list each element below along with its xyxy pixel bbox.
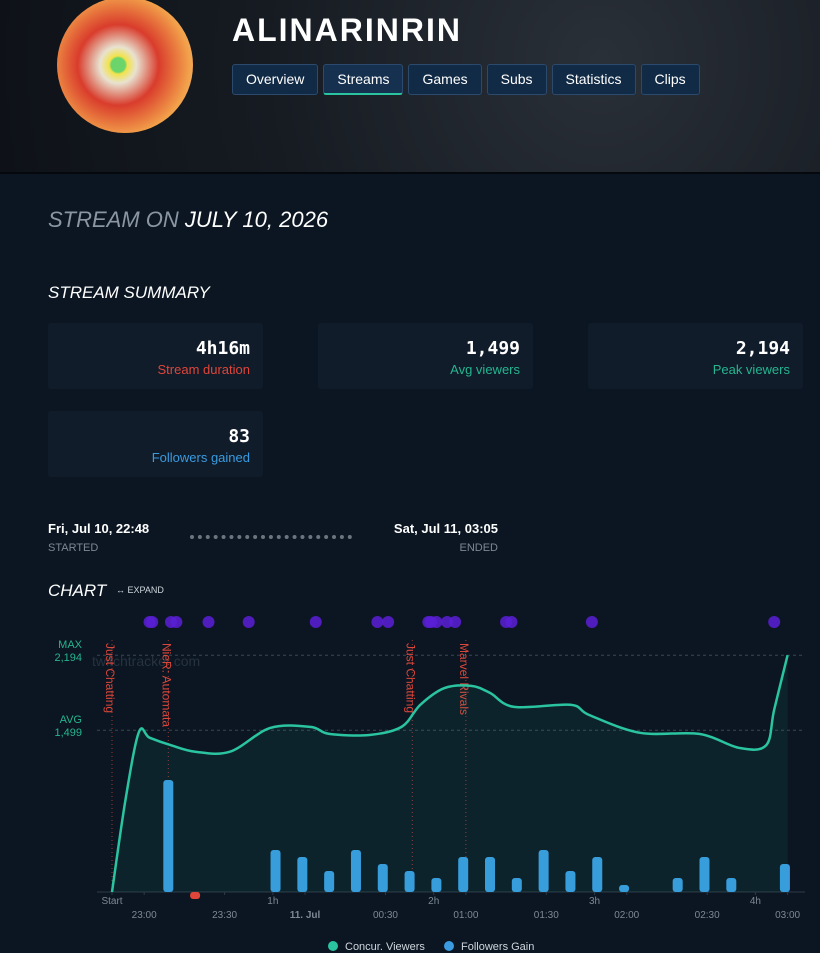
followers-bar [270, 850, 281, 892]
legend-swatch [328, 941, 338, 951]
followers-bar [377, 864, 388, 892]
card-label: Peak viewers [712, 362, 790, 377]
summary-card: 83 Followers gained [48, 411, 263, 477]
followers-bar [458, 857, 469, 892]
followers-bar [619, 885, 630, 892]
x-tick-label: 00:30 [373, 910, 398, 921]
event-dot [585, 616, 598, 628]
event-dot [505, 616, 518, 628]
game-label: Just Chatting [403, 643, 417, 713]
game-label: NieR: Automata [160, 643, 174, 727]
nav-tab[interactable]: Clips [640, 64, 700, 95]
x-tick-label: 03:00 [775, 910, 800, 921]
event-dot [382, 616, 395, 628]
followers-bar [485, 857, 496, 892]
reference-value: 1,499 [54, 727, 82, 739]
card-label: Avg viewers [450, 362, 520, 377]
viewers-area [112, 655, 788, 892]
end-time: Sat, Jul 11, 03:05 [393, 521, 498, 536]
followers-bar [538, 850, 549, 892]
summary-title: STREAM SUMMARY [48, 283, 210, 302]
nav-tab[interactable]: Overview [232, 64, 319, 95]
followers-bar [726, 878, 737, 892]
card-value: 1,499 [465, 338, 520, 359]
card-value: 4h16m [195, 338, 250, 359]
followers-bar [672, 878, 683, 892]
card-label: Stream duration [157, 362, 251, 377]
heading-date: JULY 10, 2026 [184, 207, 329, 232]
followers-bar [297, 857, 308, 892]
game-label: Marvel Rivals [457, 643, 471, 715]
followers-bar [592, 857, 603, 892]
expand-button[interactable]: ↔ EXPAND [116, 585, 164, 595]
event-dot [371, 616, 384, 628]
followers-bar [163, 780, 174, 892]
followers-bar [190, 892, 201, 899]
expand-label[interactable]: EXPAND [127, 585, 164, 595]
x-tick-label: 01:30 [534, 910, 559, 921]
avatar [57, 0, 193, 133]
summary-card: 4h16m Stream duration [48, 323, 263, 389]
heading-prefix: STREAM ON [48, 207, 179, 232]
reference-label: AVG [60, 714, 82, 726]
x-tick-label: 23:00 [132, 910, 157, 921]
legend-label: Concur. Viewers [345, 941, 425, 953]
followers-bar [431, 878, 442, 892]
followers-bar [324, 871, 335, 892]
event-dot [768, 616, 781, 628]
reference-label: MAX [58, 639, 83, 651]
start-time: Fri, Jul 10, 22:48 [48, 521, 150, 536]
event-dot [309, 616, 322, 628]
timeline-dots [190, 535, 352, 539]
summary-card: 2,194 Peak viewers [588, 323, 803, 389]
chart-title: CHART [48, 581, 107, 600]
nav-tab[interactable]: Statistics [551, 64, 636, 95]
x-tick-label: Start [101, 896, 122, 907]
x-tick-label: 1h [267, 896, 278, 907]
watermark: twitchtracker.com [92, 653, 200, 669]
summary-card: 1,499 Avg viewers [318, 323, 533, 389]
followers-bar [565, 871, 576, 892]
card-label: Followers gained [151, 450, 250, 465]
event-dot [242, 616, 255, 628]
legend-label: Followers Gain [461, 941, 534, 953]
card-value: 2,194 [735, 338, 790, 359]
legend-swatch [444, 941, 454, 951]
x-tick-label: 4h [750, 896, 761, 907]
x-tick-label: 11. Jul [290, 910, 321, 921]
nav-tab[interactable]: Subs [486, 64, 547, 95]
nav-tab[interactable]: Games [408, 64, 482, 95]
x-tick-label: 2h [428, 896, 439, 907]
viewers-line [110, 654, 789, 893]
event-dot [430, 616, 443, 628]
followers-bar [511, 878, 522, 892]
x-tick-label: 02:00 [614, 910, 639, 921]
followers-bar [779, 864, 790, 892]
nav-tab[interactable]: Streams [323, 64, 404, 95]
followers-bar [699, 857, 710, 892]
event-dot [146, 616, 159, 628]
start-label: STARTED [48, 542, 99, 554]
x-tick-label: 02:30 [695, 910, 720, 921]
card-value: 83 [228, 426, 250, 447]
game-label: Just Chatting [103, 643, 117, 713]
followers-bar [350, 850, 361, 892]
end-label: ENDED [459, 542, 498, 554]
tabs: Overview Streams Games Subs Statistics Clips [232, 64, 700, 95]
channel-name: ALINARINRIN [232, 12, 462, 48]
event-dot [170, 616, 183, 628]
x-tick-label: 3h [589, 896, 600, 907]
followers-bar [404, 871, 415, 892]
event-dot [202, 616, 215, 628]
stream-heading: STREAM ON JULY 10, 2026 [48, 207, 328, 233]
reference-value: 2,194 [54, 652, 82, 664]
x-tick-label: 23:30 [212, 910, 237, 921]
x-tick-label: 01:00 [453, 910, 478, 921]
event-dot [449, 616, 462, 628]
